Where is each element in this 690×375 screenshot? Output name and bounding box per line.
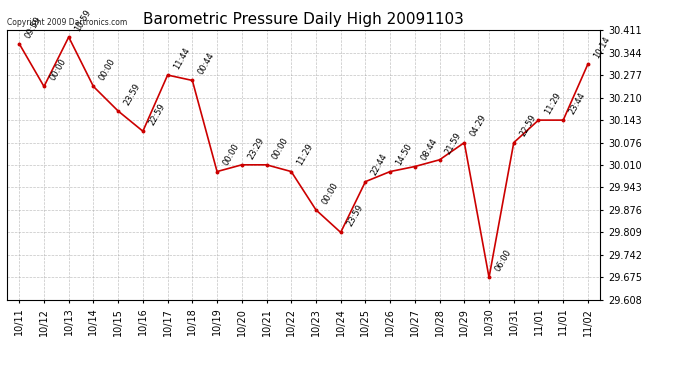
Text: 00:00: 00:00: [97, 57, 117, 82]
Text: 00:00: 00:00: [48, 57, 68, 82]
Text: 10:59: 10:59: [73, 8, 92, 33]
Text: 22:44: 22:44: [370, 152, 389, 177]
Text: 11:29: 11:29: [295, 142, 315, 167]
Text: 11:29: 11:29: [542, 91, 562, 116]
Text: 11:44: 11:44: [172, 46, 191, 71]
Text: 04:29: 04:29: [469, 113, 488, 138]
Text: 23:59: 23:59: [122, 82, 142, 107]
Text: 10:14: 10:14: [592, 35, 612, 60]
Text: 21:59: 21:59: [444, 130, 464, 156]
Text: 00:44: 00:44: [197, 51, 216, 76]
Text: 23:59: 23:59: [345, 203, 364, 228]
Text: 14:50: 14:50: [394, 142, 414, 167]
Text: 22:59: 22:59: [147, 102, 167, 127]
Text: 08:44: 08:44: [419, 137, 439, 162]
Text: 23:29: 23:29: [246, 135, 266, 160]
Text: 00:00: 00:00: [270, 136, 290, 160]
Text: 22:59: 22:59: [518, 113, 538, 138]
Text: 09:59: 09:59: [23, 15, 43, 40]
Text: 00:00: 00:00: [221, 142, 241, 167]
Title: Barometric Pressure Daily High 20091103: Barometric Pressure Daily High 20091103: [143, 12, 464, 27]
Text: 23:44: 23:44: [567, 91, 587, 116]
Text: 06:00: 06:00: [493, 248, 513, 273]
Text: Copyright 2009 Dartronics.com: Copyright 2009 Dartronics.com: [7, 18, 127, 27]
Text: 00:00: 00:00: [320, 181, 339, 206]
